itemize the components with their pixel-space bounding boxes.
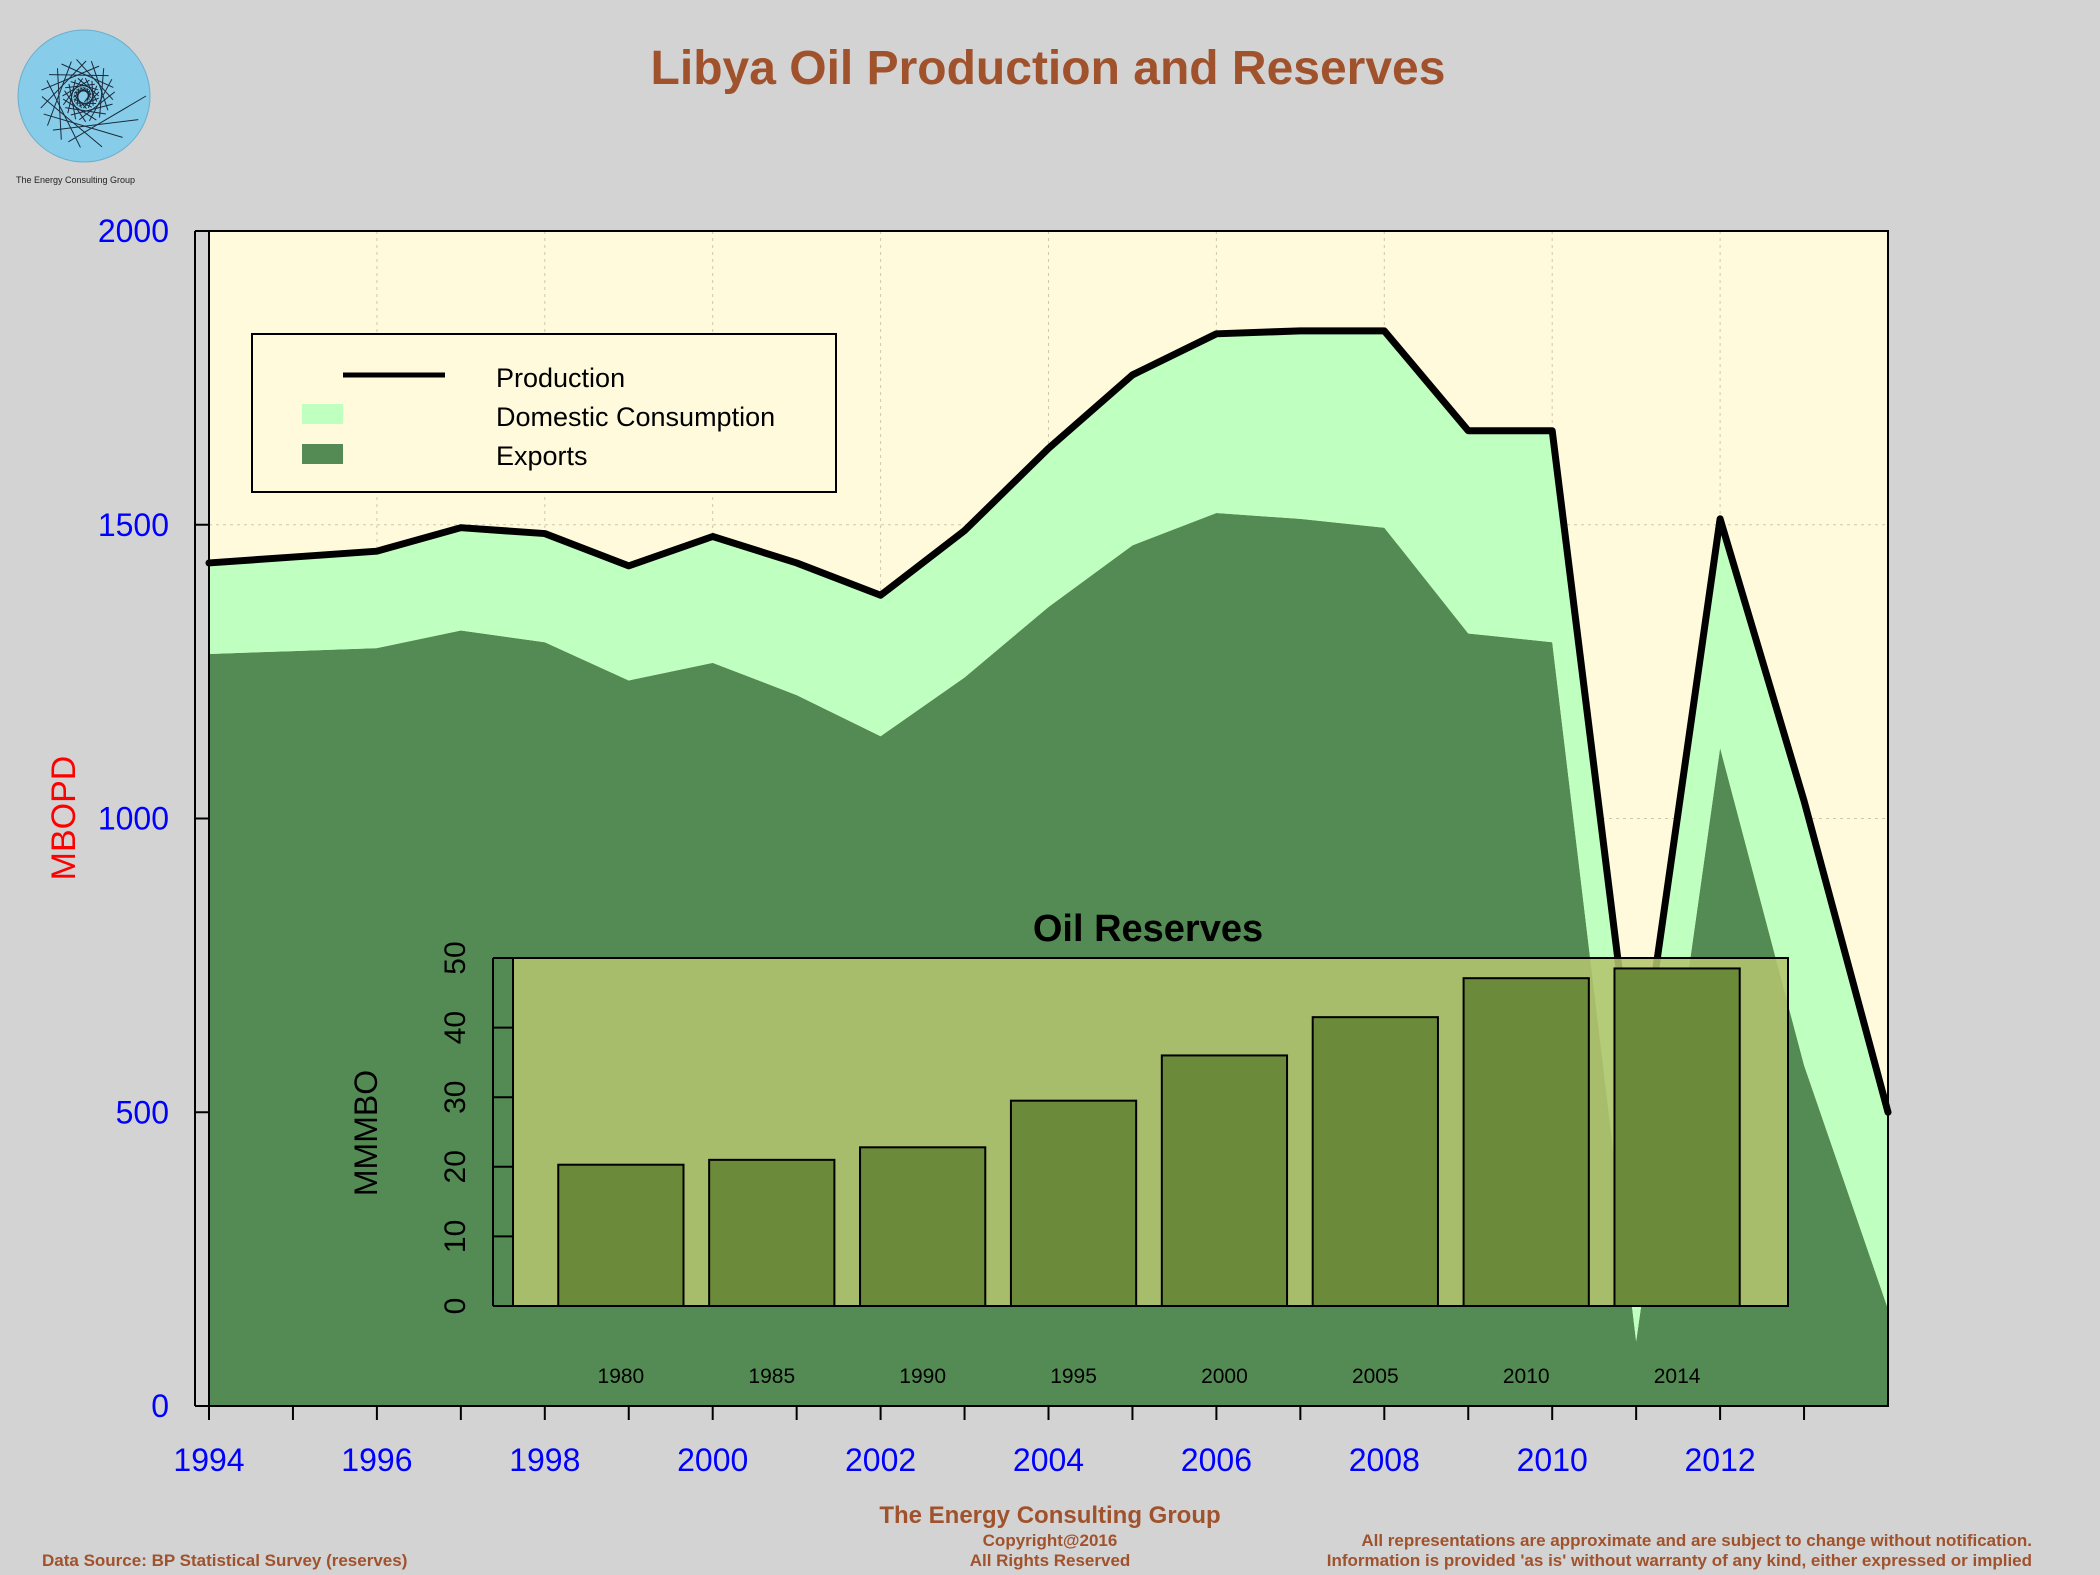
footer-rights: All Rights Reserved bbox=[969, 1551, 1131, 1570]
inset-title: Oil Reserves bbox=[1033, 908, 1263, 950]
legend-box bbox=[251, 333, 837, 493]
footer-company: The Energy Consulting Group bbox=[879, 1502, 1221, 1529]
inset-x-tick-label: 2000 bbox=[1201, 1365, 1248, 1388]
x-tick-label: 2002 bbox=[845, 1442, 916, 1478]
reserve-bar bbox=[1311, 1016, 1439, 1307]
reserve-bar bbox=[1613, 967, 1741, 1307]
footer-disclaimer-2: Information is provided 'as is' without … bbox=[1326, 1551, 2032, 1570]
inset-y-tick-label: 20 bbox=[439, 1150, 472, 1183]
x-tick-label: 2008 bbox=[1349, 1442, 1420, 1478]
x-tick-label: 2006 bbox=[1181, 1442, 1252, 1478]
legend-domestic-label: Domestic Consumption bbox=[496, 402, 775, 432]
logo-caption: The Energy Consulting Group bbox=[16, 175, 135, 185]
x-tick-label: 1996 bbox=[341, 1442, 412, 1478]
inset-x-tick-label: 2010 bbox=[1503, 1365, 1550, 1388]
y-tick-label: 2000 bbox=[98, 213, 169, 249]
y-tick-label: 0 bbox=[151, 1388, 169, 1424]
reserve-bar bbox=[1160, 1054, 1289, 1307]
x-axis: 1994 1996 1998 2000 2002 2004 2006 2008 2010 2012 bbox=[173, 1406, 1806, 1478]
y-axis-label: MBOPD bbox=[45, 756, 83, 881]
inset-plot-area bbox=[512, 957, 1789, 1307]
inset-y-tick-label: 0 bbox=[439, 1298, 472, 1315]
y-tick-label: 500 bbox=[116, 1094, 169, 1130]
x-tick-label: 2012 bbox=[1685, 1442, 1756, 1478]
reserve-bar bbox=[1009, 1099, 1138, 1308]
legend-exports-label: Exports bbox=[496, 441, 588, 471]
domestic-consumption-area bbox=[209, 330, 1888, 1342]
inset-x-tick-label: 1985 bbox=[748, 1365, 795, 1388]
legend: Production Domestic Consumption Exports bbox=[251, 333, 837, 493]
legend-domestic-swatch bbox=[302, 404, 343, 424]
x-tick-label: 1994 bbox=[173, 1442, 244, 1478]
inset-x-tick-label: 2005 bbox=[1352, 1365, 1399, 1388]
inset-y-axis: 0 10 20 30 40 50 bbox=[439, 941, 513, 1314]
inset-y-tick-label: 50 bbox=[439, 941, 472, 974]
reserve-bar bbox=[1462, 977, 1590, 1308]
footer-source: Data Source: BP Statistical Survey (rese… bbox=[42, 1551, 408, 1570]
reserve-bar bbox=[859, 1146, 987, 1308]
company-logo: The Energy Consulting Group bbox=[16, 29, 151, 185]
inset-x-tick-label: 1990 bbox=[899, 1365, 946, 1388]
x-tick-label: 2010 bbox=[1517, 1442, 1588, 1478]
legend-exports-swatch bbox=[302, 444, 343, 464]
inset-x-labels: 1980 1985 1990 1995 2000 2005 2010 2014 bbox=[598, 1365, 1701, 1388]
production-line bbox=[205, 327, 1892, 1116]
reserve-bar bbox=[557, 1163, 685, 1308]
inset-bars bbox=[557, 967, 1741, 1308]
chart-title: Libya Oil Production and Reserves bbox=[651, 42, 1446, 95]
inset-x-tick-label: 1980 bbox=[598, 1365, 645, 1388]
inset-chart: Oil Reserves 0 10 20 30 40 50 1980 1985 1990 199… bbox=[348, 908, 1789, 1388]
y-tick-label: 1500 bbox=[98, 507, 169, 543]
x-tick-label: 1998 bbox=[509, 1442, 580, 1478]
y-axis: 0 500 1000 1500 2000 bbox=[98, 213, 209, 1424]
footer-disclaimer-1: All representations are approximate and … bbox=[1361, 1531, 2032, 1550]
inset-y-tick-label: 10 bbox=[439, 1220, 472, 1253]
footer-copyright: Copyright@2016 bbox=[982, 1531, 1118, 1550]
reserve-bar bbox=[708, 1158, 836, 1307]
x-tick-label: 2004 bbox=[1013, 1442, 1084, 1478]
inset-y-tick-label: 40 bbox=[439, 1011, 472, 1044]
inset-y-tick-label: 30 bbox=[439, 1081, 472, 1114]
x-tick-label: 2000 bbox=[677, 1442, 748, 1478]
y-tick-label: 1000 bbox=[98, 801, 169, 837]
legend-production-label: Production bbox=[496, 363, 625, 393]
inset-y-axis-label: MMMBO bbox=[348, 1070, 384, 1196]
inset-x-tick-label: 2014 bbox=[1654, 1365, 1701, 1388]
inset-x-tick-label: 1995 bbox=[1050, 1365, 1097, 1388]
